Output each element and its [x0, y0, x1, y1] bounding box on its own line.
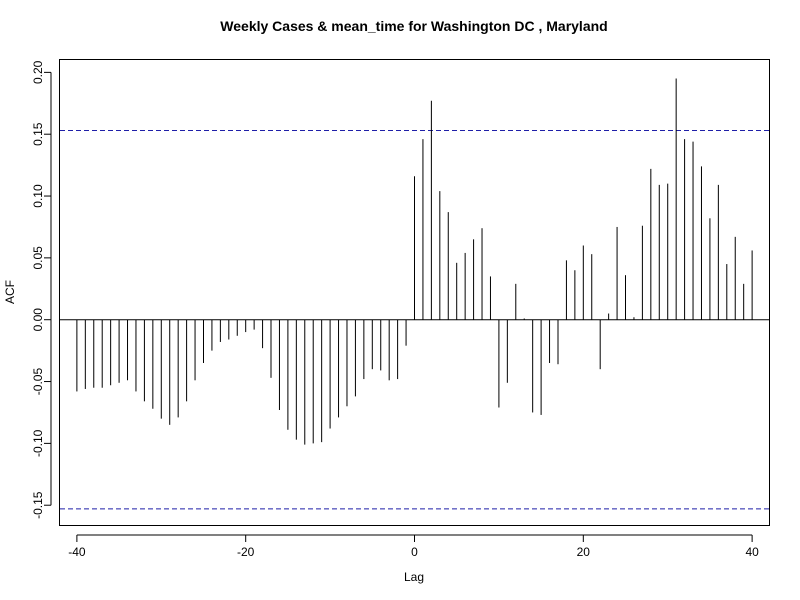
y-tick-label: 0.15 [31, 122, 45, 146]
x-axis: -40 -20 0 20 40 [68, 534, 759, 559]
plot-frame [59, 59, 770, 526]
x-axis-label: Lag [404, 570, 424, 584]
y-tick-label: -0.05 [31, 368, 45, 396]
x-tick-label: 20 [577, 545, 591, 559]
x-tick-label: 40 [745, 545, 759, 559]
y-tick-label: 0.05 [31, 246, 45, 270]
y-tick-label: 0.00 [31, 308, 45, 332]
y-axis-label: ACF [3, 280, 17, 304]
x-tick-label: -20 [237, 545, 255, 559]
y-tick-label: 0.20 [31, 60, 45, 84]
chart-title: Weekly Cases & mean_time for Washington … [220, 18, 607, 34]
y-tick-label: -0.10 [31, 429, 45, 457]
x-tick-label: -40 [68, 545, 86, 559]
x-tick-label: 0 [411, 545, 418, 559]
confidence-bounds [60, 129, 769, 510]
y-axis: -0.15 -0.10 -0.05 0.00 0.05 0.10 0.15 0.20 [31, 60, 52, 519]
acf-spikes [76, 78, 753, 445]
y-tick-label: -0.15 [31, 491, 45, 519]
y-tick-label: 0.10 [31, 184, 45, 208]
